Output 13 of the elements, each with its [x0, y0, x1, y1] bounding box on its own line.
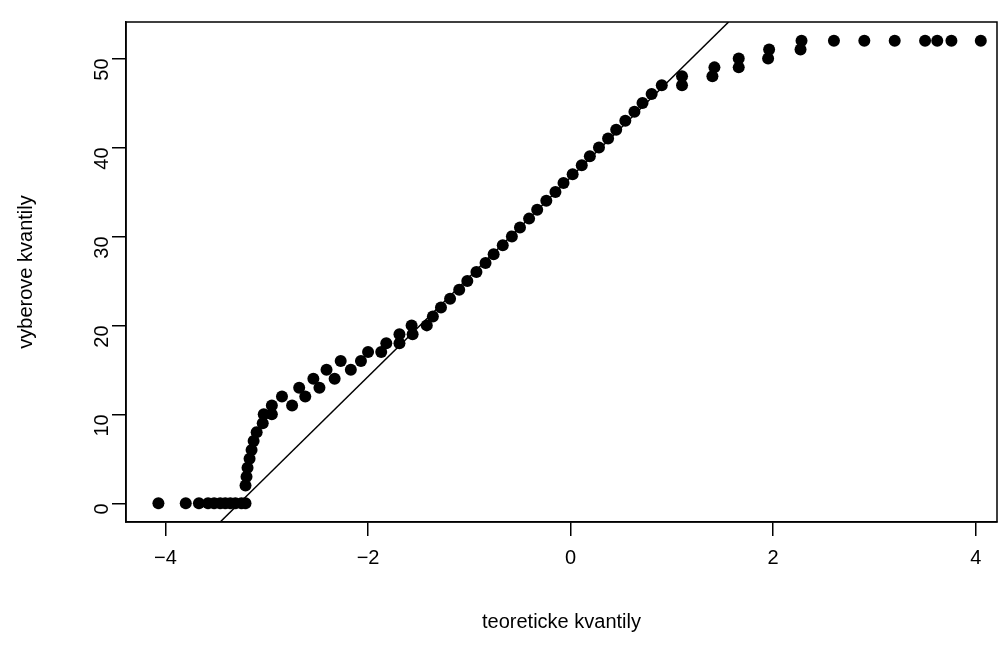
- x-tick-label: 0: [565, 545, 577, 568]
- y-tick-label: 50: [89, 58, 112, 81]
- y-tick-label: 0: [89, 503, 112, 515]
- x-tick-label: 2: [767, 545, 779, 568]
- x-tick-label: 4: [970, 545, 982, 568]
- x-tick-label: −2: [356, 545, 380, 568]
- y-axis-title: vyberove kvantily: [13, 195, 36, 349]
- x-tick-label: −4: [154, 545, 177, 568]
- y-tick-label: 40: [89, 147, 112, 170]
- x-axis-title: teoreticke kvantily: [482, 609, 641, 632]
- y-tick-label: 30: [89, 236, 112, 259]
- y-tick-label: 20: [89, 325, 112, 348]
- y-tick-label: 10: [89, 414, 112, 437]
